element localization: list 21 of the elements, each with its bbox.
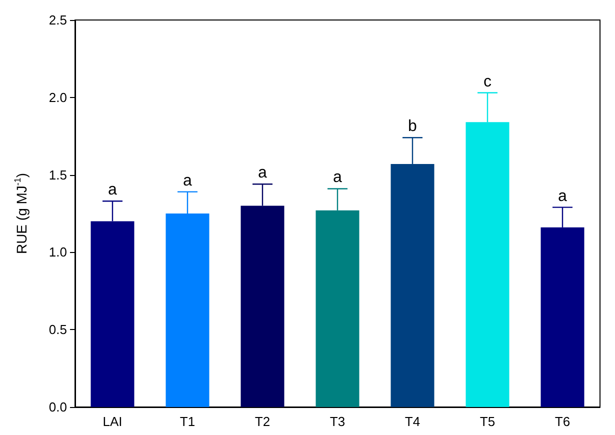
y-tick-label: 1.0 (48, 244, 67, 260)
y-tick-label: 0.5 (48, 322, 67, 338)
y-tick-label: 2.0 (48, 90, 67, 105)
annotation: a (108, 182, 118, 199)
y-axis-title: RUE (g MJ-1) (12, 172, 30, 254)
annotation: a (558, 188, 568, 205)
x-tick-label: T2 (254, 414, 270, 429)
annotation: a (258, 164, 268, 182)
x-tick-label: T4 (404, 414, 420, 429)
x-tick-label: T1 (180, 414, 196, 429)
annotation: b (408, 118, 418, 136)
annotation: a (183, 172, 192, 190)
x-tick-label: T5 (480, 414, 496, 429)
x-tick-label: T6 (554, 414, 570, 429)
y-tick-label: 2.5 (48, 12, 67, 28)
annotation: c (484, 73, 492, 90)
y-tick-label: 0.0 (48, 400, 67, 414)
annotation: a (333, 169, 342, 186)
x-tick-label: T3 (330, 414, 346, 429)
y-tick-label: 1.5 (48, 167, 67, 182)
x-tick-label: LAI (102, 414, 122, 429)
